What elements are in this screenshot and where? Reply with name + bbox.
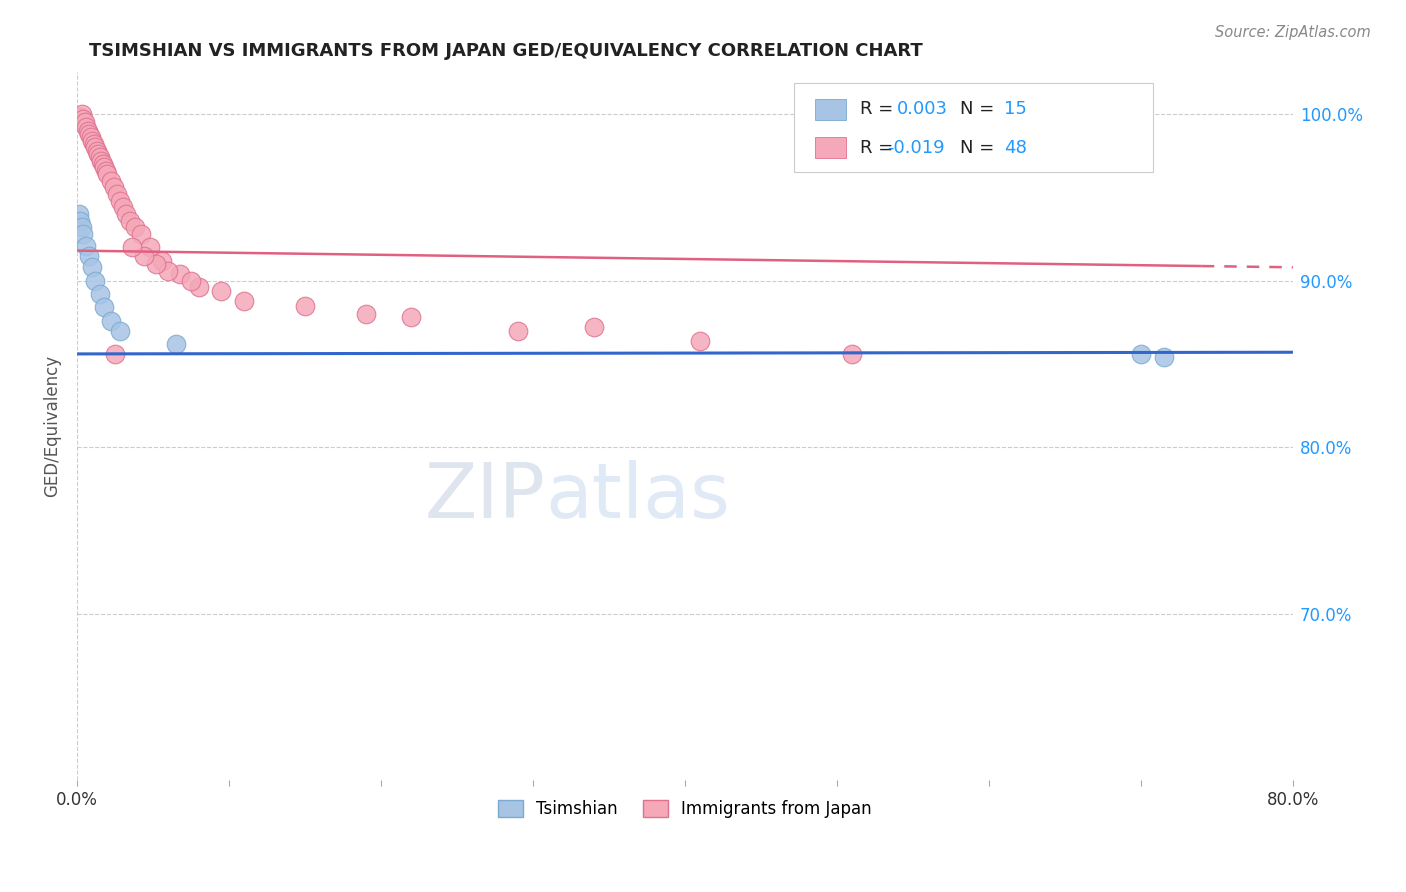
Legend: Tsimshian, Immigrants from Japan: Tsimshian, Immigrants from Japan <box>491 794 879 825</box>
Point <box>139 240 162 254</box>
Point <box>165 337 187 351</box>
Point <box>77 249 100 263</box>
Point <box>96 167 118 181</box>
Point <box>89 287 111 301</box>
Point <box>89 150 111 164</box>
Point <box>108 324 131 338</box>
Point <box>150 253 173 268</box>
Point <box>120 213 142 227</box>
Point <box>180 274 202 288</box>
Text: 15: 15 <box>1004 101 1026 119</box>
Text: N =: N = <box>960 138 1000 157</box>
Point <box>73 115 96 129</box>
Point <box>841 347 863 361</box>
Point <box>124 220 146 235</box>
Point <box>103 180 125 194</box>
Point <box>108 194 131 208</box>
Point <box>69 213 91 227</box>
Point <box>132 249 155 263</box>
FancyBboxPatch shape <box>815 99 845 120</box>
Point <box>506 324 529 338</box>
Point <box>689 334 711 348</box>
Point <box>76 124 98 138</box>
Point <box>67 207 90 221</box>
Point <box>129 227 152 241</box>
Point <box>82 134 104 148</box>
Point <box>70 220 93 235</box>
Point <box>84 140 107 154</box>
Point <box>75 120 97 135</box>
Point <box>82 260 104 275</box>
Point <box>91 157 114 171</box>
Point <box>145 257 167 271</box>
Point <box>104 347 127 361</box>
Point <box>100 313 122 327</box>
Text: R =: R = <box>860 138 898 157</box>
Text: atlas: atlas <box>546 460 730 534</box>
Point <box>72 227 94 241</box>
Point <box>75 238 97 252</box>
Point <box>94 163 117 178</box>
Point <box>100 174 122 188</box>
Text: TSIMSHIAN VS IMMIGRANTS FROM JAPAN GED/EQUIVALENCY CORRELATION CHART: TSIMSHIAN VS IMMIGRANTS FROM JAPAN GED/E… <box>89 42 922 60</box>
Point <box>582 320 605 334</box>
Text: N =: N = <box>960 101 1000 119</box>
Point <box>233 293 256 308</box>
Point <box>1129 347 1152 361</box>
Point <box>187 280 209 294</box>
Point <box>86 144 108 158</box>
FancyBboxPatch shape <box>794 83 1153 171</box>
Text: Source: ZipAtlas.com: Source: ZipAtlas.com <box>1215 25 1371 40</box>
Point <box>111 200 134 214</box>
FancyBboxPatch shape <box>815 137 845 158</box>
Point <box>87 147 110 161</box>
Point <box>77 127 100 141</box>
Text: ZIP: ZIP <box>425 460 546 534</box>
Point <box>294 299 316 313</box>
Point <box>93 300 115 314</box>
Point <box>69 111 91 125</box>
Point <box>93 161 115 175</box>
Point <box>80 130 103 145</box>
Point <box>401 310 423 325</box>
Point <box>121 240 143 254</box>
Point <box>169 267 191 281</box>
Point <box>90 153 112 168</box>
Text: 0.003: 0.003 <box>897 101 948 119</box>
Point <box>211 284 233 298</box>
Point <box>105 187 128 202</box>
Y-axis label: GED/Equivalency: GED/Equivalency <box>44 355 60 498</box>
Point <box>84 274 107 288</box>
Point <box>83 136 105 151</box>
Point <box>72 112 94 126</box>
Point <box>157 263 180 277</box>
Point <box>70 107 93 121</box>
Point <box>1153 350 1175 364</box>
Text: R =: R = <box>860 101 898 119</box>
Point <box>114 207 136 221</box>
Text: -0.019: -0.019 <box>887 138 945 157</box>
Text: 48: 48 <box>1004 138 1026 157</box>
Point <box>354 307 377 321</box>
